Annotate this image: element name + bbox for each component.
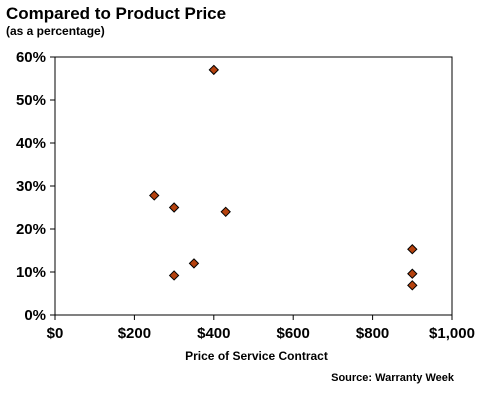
- x-tick-label: $0: [47, 325, 64, 342]
- data-point: [149, 190, 160, 201]
- source-note: Source: Warranty Week: [331, 372, 454, 384]
- y-tick-label: 0%: [24, 307, 46, 324]
- data-point: [220, 206, 231, 218]
- x-tick-label: $400: [197, 325, 230, 342]
- y-tick-label: 20%: [16, 221, 46, 238]
- y-tick-label: 10%: [16, 264, 46, 281]
- data-point: [168, 270, 180, 281]
- x-tick-label: $200: [118, 325, 151, 342]
- y-tick-label: 30%: [16, 178, 46, 195]
- data-point: [407, 244, 418, 255]
- chart-subtitle: (as a percentage): [6, 24, 105, 38]
- y-tick-label: 60%: [16, 49, 46, 66]
- x-tick-label: $1,000: [429, 325, 475, 342]
- data-point: [208, 64, 220, 76]
- x-tick-label: $600: [277, 325, 310, 342]
- x-axis-ticks: $0 $200 $400 $600 $800 $1,000: [47, 315, 475, 342]
- y-axis-ticks: 0% 10% 20% 30% 40% 50% 60%: [16, 49, 55, 324]
- data-point: [188, 258, 200, 269]
- x-axis-title: Price of Service Contract: [185, 349, 328, 363]
- y-tick-label: 50%: [16, 92, 46, 109]
- data-point: [407, 268, 418, 279]
- data-point: [168, 202, 180, 213]
- y-tick-label: 40%: [16, 135, 46, 152]
- data-points: [149, 64, 418, 291]
- x-tick-label: $800: [356, 325, 389, 342]
- data-point: [407, 280, 418, 291]
- chart-title: Compared to Product Price: [6, 4, 227, 23]
- plot-area-frame: [54, 56, 453, 316]
